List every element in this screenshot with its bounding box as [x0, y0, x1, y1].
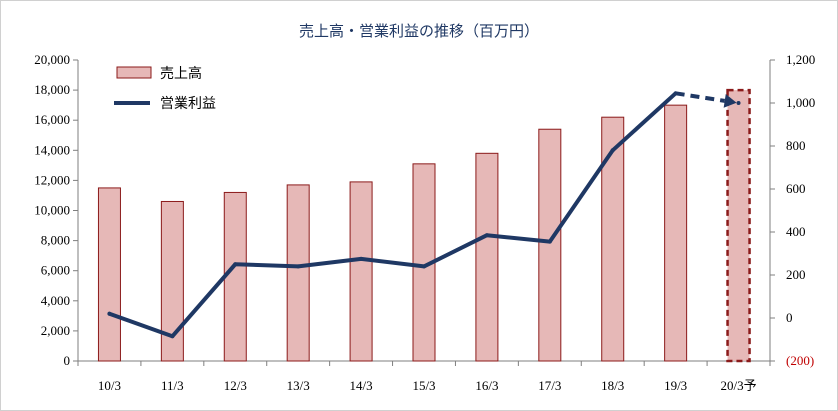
x-tick-label: 13/3 — [287, 378, 310, 393]
sales-bar — [349, 181, 373, 362]
sales-bar-forecast — [726, 88, 751, 363]
profit-line-actual — [107, 91, 678, 339]
y-left-tick-label: 8,000 — [41, 233, 70, 248]
sales-bar — [223, 191, 247, 362]
profit-point — [610, 148, 615, 153]
y-left-tick-label: 2,000 — [41, 323, 70, 338]
profit-point — [736, 101, 741, 105]
y-left-tick-label: 0 — [64, 353, 71, 368]
x-tick-label: 17/3 — [538, 378, 561, 393]
profit-point — [107, 311, 112, 316]
y-left-tick-label: 16,000 — [34, 112, 70, 127]
y-right-tick-label: 1,200 — [786, 52, 815, 67]
x-tick-label: 11/3 — [161, 378, 184, 393]
x-tick-label: 18/3 — [601, 378, 624, 393]
profit-point — [359, 256, 364, 261]
profit-point — [673, 91, 678, 96]
legend-label-profit: 営業利益 — [160, 96, 216, 112]
y-right-tick-label: 600 — [786, 181, 806, 196]
x-tick-label: 12/3 — [224, 378, 247, 393]
profit-point — [233, 262, 238, 267]
x-tick-label: 19/3 — [664, 378, 687, 393]
y-right-tick-label: 200 — [786, 267, 806, 282]
profit-forecast-arrowhead — [723, 93, 737, 108]
y-right-tick-label: 0 — [786, 310, 793, 325]
x-tick-label: 10/3 — [98, 378, 121, 393]
y-left-tick-label: 14,000 — [34, 142, 70, 157]
legend-label-sales: 売上高 — [160, 65, 202, 82]
profit-point — [422, 264, 426, 269]
x-tick-label: 14/3 — [350, 378, 373, 393]
sales-bar — [97, 187, 121, 362]
legend-swatch-sales — [116, 66, 152, 79]
profit-line-forecast — [675, 91, 726, 103]
y-right-tick-label: 1,000 — [786, 95, 815, 110]
sales-bar — [664, 104, 688, 362]
profit-line — [107, 91, 741, 339]
profit-point — [484, 233, 489, 238]
y-left-tick-label: 6,000 — [41, 263, 70, 278]
sales-bar — [286, 184, 310, 362]
y-left-tick-label: 10,000 — [34, 203, 70, 218]
y-left-tick-label: 4,000 — [41, 293, 70, 308]
sales-bar — [160, 200, 184, 362]
chart-title: 売上高・営業利益の推移（百万円） — [299, 22, 539, 40]
sales-bar — [475, 152, 499, 362]
y-right-tick-label: 400 — [786, 224, 806, 239]
x-tick-label: 15/3 — [412, 378, 435, 393]
sales-bar — [538, 128, 562, 362]
y-left-tick-label: 18,000 — [34, 82, 70, 97]
x-tick-label: 16/3 — [475, 378, 498, 393]
y-left-tick-label: 12,000 — [34, 172, 70, 187]
sales-bar — [601, 116, 625, 362]
legend: 売上高 営業利益 — [114, 65, 216, 112]
x-tick-label: 20/3予 — [720, 378, 756, 393]
profit-point — [547, 239, 552, 244]
y-right-tick-label: 800 — [786, 138, 806, 153]
bars — [97, 88, 751, 363]
axes: 0 2,000 4,000 6,000 8,000 10,000 12,000 14,000 1… — [34, 52, 815, 393]
y-right-tick-label: (200) — [786, 353, 814, 368]
profit-point — [170, 334, 175, 339]
y-left-tick-label: 20,000 — [34, 52, 70, 67]
profit-point — [296, 264, 301, 269]
